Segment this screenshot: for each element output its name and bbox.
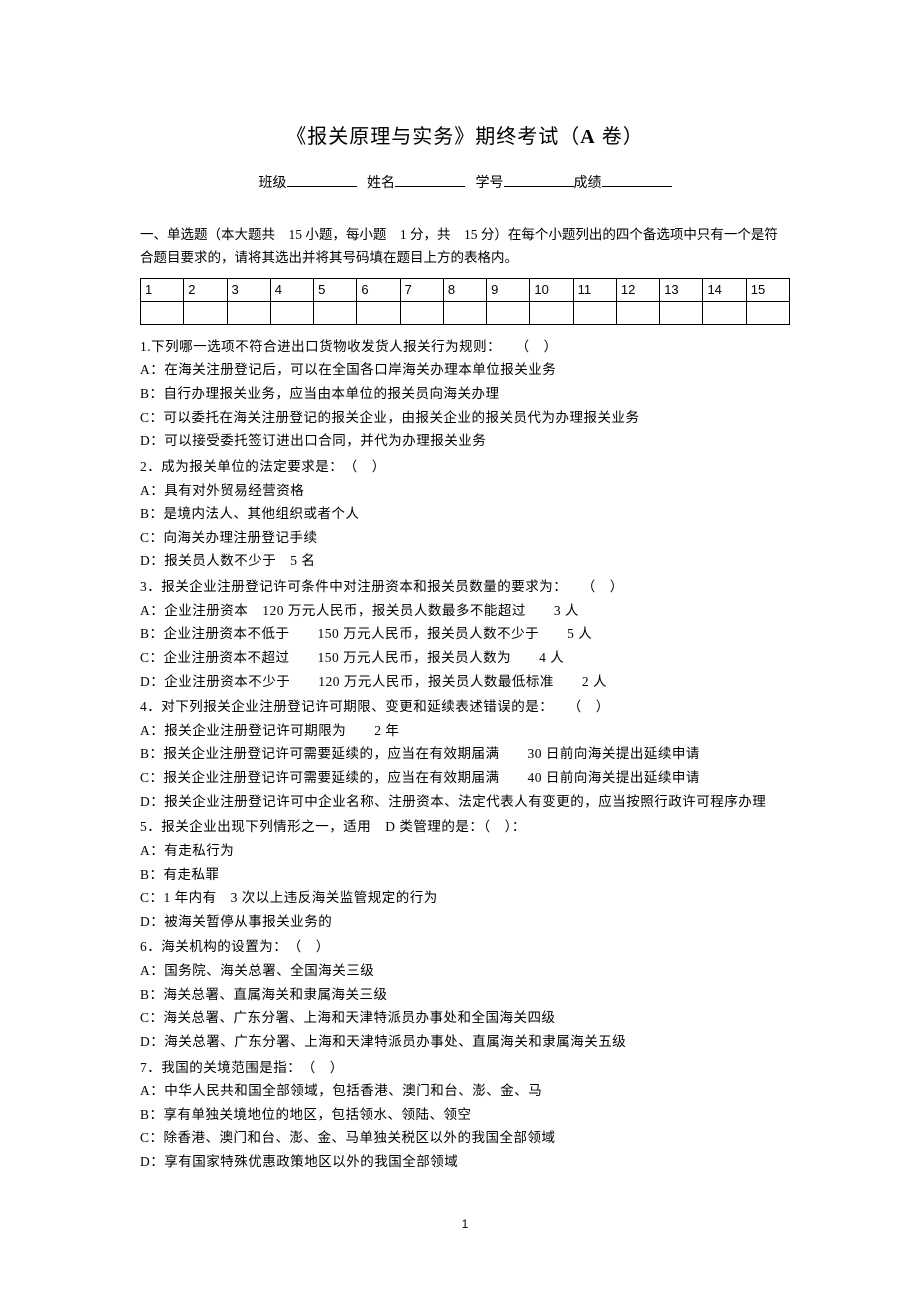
- question-stem: 5．报关企业出现下列情形之一，适用 D 类管理的是：（ ）：: [140, 815, 790, 839]
- question-option: D：报关员人数不少于 5 名: [140, 549, 790, 573]
- grid-answer-cell: [357, 301, 400, 324]
- grid-answer-cell: [703, 301, 746, 324]
- name-label: 姓名: [367, 176, 395, 191]
- id-label: 学号: [476, 176, 504, 191]
- question-option: D：可以接受委托签订进出口合同，并代为办理报关业务: [140, 429, 790, 453]
- grid-answer-cell: [746, 301, 789, 324]
- question-option: B：海关总署、直属海关和隶属海关三级: [140, 983, 790, 1007]
- question-option: A：报关企业注册登记许可期限为 2 年: [140, 719, 790, 743]
- grid-header-cell: 9: [487, 278, 530, 301]
- answer-grid-header-row: 123456789101112131415: [141, 278, 790, 301]
- question-stem: 3．报关企业注册登记许可条件中对注册资本和报关员数量的要求为： （ ）: [140, 575, 790, 599]
- question-stem: 7．我国的关境范围是指： （ ）: [140, 1056, 790, 1080]
- question-option: B：有走私罪: [140, 863, 790, 887]
- grid-answer-cell: [660, 301, 703, 324]
- question-option: B：自行办理报关业务，应当由本单位的报关员向海关办理: [140, 382, 790, 406]
- grid-header-cell: 4: [270, 278, 313, 301]
- class-blank: [287, 173, 357, 187]
- title-prefix: 《报关原理与实务》期终考试（: [286, 126, 580, 148]
- grid-header-cell: 12: [616, 278, 659, 301]
- question-block: 7．我国的关境范围是指： （ ）A：中华人民共和国全部领域，包括香港、澳门和台、…: [140, 1056, 790, 1174]
- question-option: A：具有对外贸易经营资格: [140, 479, 790, 503]
- question-option: A：在海关注册登记后，可以在全国各口岸海关办理本单位报关业务: [140, 358, 790, 382]
- grid-header-cell: 10: [530, 278, 573, 301]
- question-option: C：海关总署、广东分署、上海和天津特派员办事处和全国海关四级: [140, 1006, 790, 1030]
- question-option: C：1 年内有 3 次以上违反海关监管规定的行为: [140, 886, 790, 910]
- questions-container: 1.下列哪一选项不符合进出口货物收发货人报关行为规则： （ ）A：在海关注册登记…: [140, 335, 790, 1174]
- grid-answer-cell: [400, 301, 443, 324]
- student-info-line: 班级 姓名 学号 成绩: [140, 172, 790, 196]
- question-stem: 4．对下列报关企业注册登记许可期限、变更和延续表述错误的是： （ ）: [140, 695, 790, 719]
- question-block: 3．报关企业注册登记许可条件中对注册资本和报关员数量的要求为： （ ）A：企业注…: [140, 575, 790, 693]
- grid-answer-cell: [616, 301, 659, 324]
- question-stem: 1.下列哪一选项不符合进出口货物收发货人报关行为规则： （ ）: [140, 335, 790, 359]
- grid-answer-cell: [487, 301, 530, 324]
- question-option: D：享有国家特殊优惠政策地区以外的我国全部领域: [140, 1150, 790, 1174]
- question-option: A：中华人民共和国全部领域，包括香港、澳门和台、澎、金、马: [140, 1079, 790, 1103]
- question-block: 5．报关企业出现下列情形之一，适用 D 类管理的是：（ ）：A：有走私行为B：有…: [140, 815, 790, 933]
- question-option: C：向海关办理注册登记手续: [140, 526, 790, 550]
- question-option: B：是境内法人、其他组织或者个人: [140, 502, 790, 526]
- grid-header-cell: 8: [443, 278, 486, 301]
- class-label: 班级: [259, 176, 287, 191]
- question-option: A：有走私行为: [140, 839, 790, 863]
- grid-answer-cell: [270, 301, 313, 324]
- question-stem: 6．海关机构的设置为： （ ）: [140, 935, 790, 959]
- question-block: 6．海关机构的设置为： （ ）A：国务院、海关总署、全国海关三级B：海关总署、直…: [140, 935, 790, 1053]
- question-option: C：报关企业注册登记许可需要延续的，应当在有效期届满 40 日前向海关提出延续申…: [140, 766, 790, 790]
- question-option: D：海关总署、广东分署、上海和天津特派员办事处、直属海关和隶属海关五级: [140, 1030, 790, 1054]
- question-option: C：可以委托在海关注册登记的报关企业，由报关企业的报关员代为办理报关业务: [140, 406, 790, 430]
- score-label: 成绩: [574, 176, 602, 191]
- id-blank: [504, 173, 574, 187]
- question-block: 4．对下列报关企业注册登记许可期限、变更和延续表述错误的是： （ ）A：报关企业…: [140, 695, 790, 813]
- question-option: A：国务院、海关总署、全国海关三级: [140, 959, 790, 983]
- question-option: A：企业注册资本 120 万元人民币，报关员人数最多不能超过 3 人: [140, 599, 790, 623]
- title-suffix: 卷）: [596, 126, 644, 148]
- question-option: D：报关企业注册登记许可中企业名称、注册资本、法定代表人有变更的，应当按照行政许…: [140, 790, 790, 814]
- grid-answer-cell: [184, 301, 227, 324]
- exam-title: 《报关原理与实务》期终考试（A 卷）: [140, 120, 790, 154]
- question-stem: 2．成为报关单位的法定要求是： （ ）: [140, 455, 790, 479]
- question-option: D：被海关暂停从事报关业务的: [140, 910, 790, 934]
- grid-header-cell: 1: [141, 278, 184, 301]
- grid-answer-cell: [443, 301, 486, 324]
- grid-answer-cell: [227, 301, 270, 324]
- answer-grid: 123456789101112131415: [140, 278, 790, 325]
- question-block: 1.下列哪一选项不符合进出口货物收发货人报关行为规则： （ ）A：在海关注册登记…: [140, 335, 790, 453]
- answer-grid-answer-row: [141, 301, 790, 324]
- name-blank: [395, 173, 465, 187]
- grid-header-cell: 3: [227, 278, 270, 301]
- question-option: C：除香港、澳门和台、澎、金、马单独关税区以外的我国全部领域: [140, 1126, 790, 1150]
- question-option: C：企业注册资本不超过 150 万元人民币，报关员人数为 4 人: [140, 646, 790, 670]
- section-instructions: 一、单选题（本大题共 15 小题，每小题 1 分，共 15 分）在每个小题列出的…: [140, 224, 790, 270]
- question-option: B：企业注册资本不低于 150 万元人民币，报关员人数不少于 5 人: [140, 622, 790, 646]
- grid-header-cell: 13: [660, 278, 703, 301]
- grid-answer-cell: [314, 301, 357, 324]
- grid-header-cell: 6: [357, 278, 400, 301]
- question-block: 2．成为报关单位的法定要求是： （ ）A：具有对外贸易经营资格B：是境内法人、其…: [140, 455, 790, 573]
- grid-answer-cell: [530, 301, 573, 324]
- grid-header-cell: 14: [703, 278, 746, 301]
- grid-header-cell: 5: [314, 278, 357, 301]
- question-option: B：报关企业注册登记许可需要延续的，应当在有效期届满 30 日前向海关提出延续申…: [140, 742, 790, 766]
- grid-header-cell: 2: [184, 278, 227, 301]
- question-option: D：企业注册资本不少于 120 万元人民币，报关员人数最低标准 2 人: [140, 670, 790, 694]
- grid-header-cell: 11: [573, 278, 616, 301]
- grid-header-cell: 7: [400, 278, 443, 301]
- score-blank: [602, 173, 672, 187]
- question-option: B：享有单独关境地位的地区，包括领水、领陆、领空: [140, 1103, 790, 1127]
- grid-answer-cell: [141, 301, 184, 324]
- grid-header-cell: 15: [746, 278, 789, 301]
- grid-answer-cell: [573, 301, 616, 324]
- title-bold: A: [580, 126, 595, 148]
- page-number: 1: [140, 1214, 790, 1234]
